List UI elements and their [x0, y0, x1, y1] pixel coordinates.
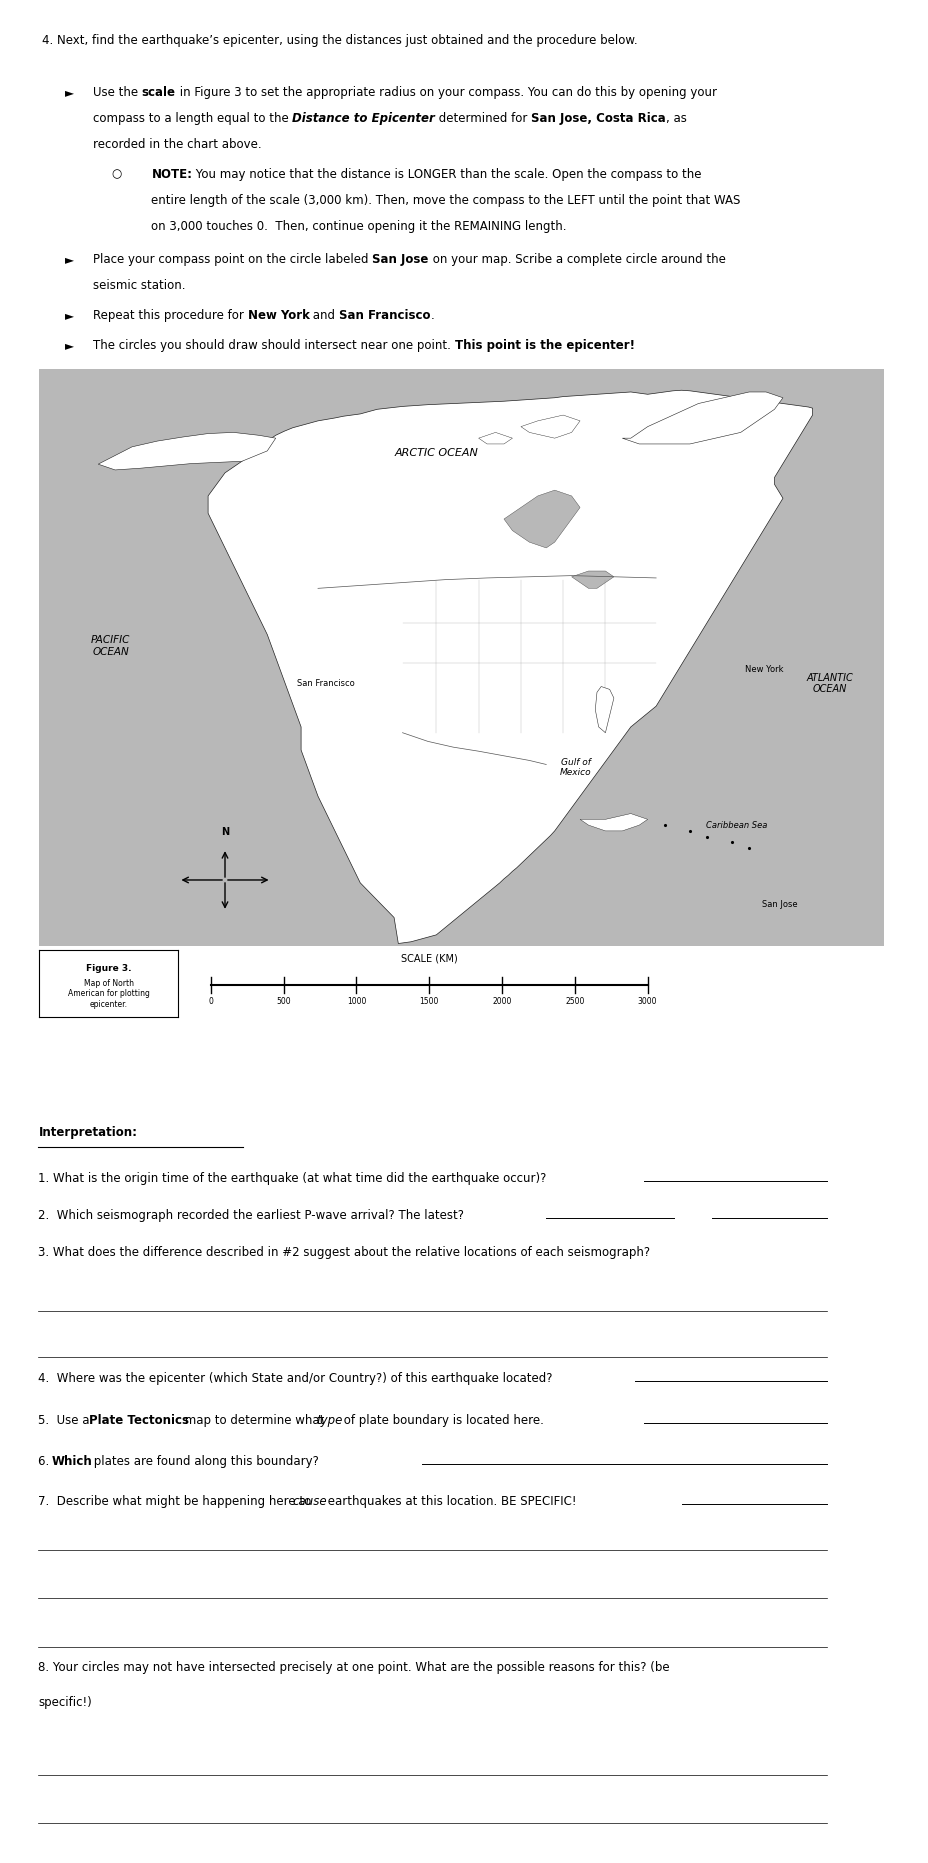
Text: 7.  Describe what might be happening here to: 7. Describe what might be happening here…: [38, 1494, 315, 1507]
Text: determined for: determined for: [434, 112, 531, 125]
Polygon shape: [478, 432, 512, 443]
Text: 1. What is the origin time of the earthquake (at what time did the earthquake oc: 1. What is the origin time of the earthq…: [38, 1172, 547, 1185]
Text: in Figure 3 to set the appropriate radius on your compass. You can do this by op: in Figure 3 to set the appropriate radiu…: [175, 86, 716, 99]
Text: N: N: [221, 827, 229, 836]
Text: 2000: 2000: [492, 997, 511, 1006]
Text: ►: ►: [65, 86, 74, 99]
Polygon shape: [571, 572, 613, 589]
Text: This point is the epicenter!: This point is the epicenter!: [454, 339, 634, 352]
Text: San Jose: San Jose: [761, 900, 796, 909]
Text: ARCTIC OCEAN: ARCTIC OCEAN: [394, 447, 478, 458]
Text: Which: Which: [52, 1455, 93, 1468]
Text: New York: New York: [744, 665, 782, 674]
Text: Caribbean Sea: Caribbean Sea: [705, 820, 767, 829]
Polygon shape: [595, 686, 613, 732]
Text: Place your compass point on the circle labeled: Place your compass point on the circle l…: [93, 253, 372, 266]
Text: on 3,000 touches 0.  Then, continue opening it the REMAINING length.: on 3,000 touches 0. Then, continue openi…: [151, 220, 566, 233]
Text: specific!): specific!): [38, 1697, 92, 1710]
Text: .: .: [431, 309, 434, 322]
Text: 2.  Which seismograph recorded the earliest P-wave arrival? The latest?: 2. Which seismograph recorded the earlie…: [38, 1209, 464, 1222]
Text: Interpretation:: Interpretation:: [38, 1125, 137, 1138]
Text: of plate boundary is located here.: of plate boundary is located here.: [340, 1414, 544, 1427]
Text: Figure 3.: Figure 3.: [86, 965, 131, 972]
Text: San Francisco: San Francisco: [339, 309, 431, 322]
Polygon shape: [208, 389, 812, 943]
Text: Use the: Use the: [93, 86, 142, 99]
Text: plates are found along this boundary?: plates are found along this boundary?: [89, 1455, 318, 1468]
Text: 4. Next, find the earthquake’s epicenter, using the distances just obtained and : 4. Next, find the earthquake’s epicenter…: [42, 34, 637, 47]
Text: scale: scale: [142, 86, 175, 99]
Text: 3000: 3000: [638, 997, 656, 1006]
Text: San Jose, Costa Rica: San Jose, Costa Rica: [531, 112, 665, 125]
Polygon shape: [579, 814, 647, 831]
Polygon shape: [39, 369, 883, 946]
Text: 3. What does the difference described in #2 suggest about the relative locations: 3. What does the difference described in…: [38, 1246, 650, 1259]
Text: ○: ○: [111, 168, 122, 181]
Text: You may notice that the distance is LONGER than the scale. Open the compass to t: You may notice that the distance is LONG…: [192, 168, 702, 181]
Text: 0: 0: [208, 997, 213, 1006]
Text: New York: New York: [247, 309, 309, 322]
Text: 8. Your circles may not have intersected precisely at one point. What are the po: 8. Your circles may not have intersected…: [38, 1662, 669, 1675]
Text: 6.: 6.: [38, 1455, 53, 1468]
Text: Map of North
American for plotting
epicenter.: Map of North American for plotting epice…: [68, 978, 149, 1008]
Text: and: and: [309, 309, 339, 322]
Text: 500: 500: [276, 997, 290, 1006]
Text: 5.  Use a: 5. Use a: [38, 1414, 94, 1427]
Text: NOTE:: NOTE:: [151, 168, 192, 181]
Text: seismic station.: seismic station.: [93, 279, 186, 292]
Polygon shape: [622, 391, 782, 443]
Text: 4.  Where was the epicenter (which State and/or Country?) of this earthquake loc: 4. Where was the epicenter (which State …: [38, 1371, 552, 1384]
Text: Repeat this procedure for: Repeat this procedure for: [93, 309, 247, 322]
Text: , as: , as: [665, 112, 686, 125]
Polygon shape: [521, 415, 579, 438]
Polygon shape: [503, 490, 579, 548]
Text: SCALE (KM): SCALE (KM): [400, 954, 458, 963]
Text: type: type: [316, 1414, 342, 1427]
Text: map to determine what: map to determine what: [181, 1414, 328, 1427]
Text: ►: ►: [65, 339, 74, 352]
Text: entire length of the scale (3,000 km). Then, move the compass to the LEFT until : entire length of the scale (3,000 km). T…: [151, 194, 740, 207]
Text: on your map. Scribe a complete circle around the: on your map. Scribe a complete circle ar…: [428, 253, 725, 266]
Text: ►: ►: [65, 253, 74, 266]
Text: San Francisco: San Francisco: [297, 680, 354, 687]
Text: ►: ►: [65, 309, 74, 322]
Text: ATLANTIC
OCEAN: ATLANTIC OCEAN: [806, 673, 852, 695]
Text: 2500: 2500: [564, 997, 584, 1006]
Text: 1000: 1000: [346, 997, 366, 1006]
Text: Plate Tectonics: Plate Tectonics: [89, 1414, 189, 1427]
Text: Gulf of
Mexico: Gulf of Mexico: [560, 758, 591, 777]
Text: Distance to Epicenter: Distance to Epicenter: [292, 112, 434, 125]
Text: earthquakes at this location. BE SPECIFIC!: earthquakes at this location. BE SPECIFI…: [324, 1494, 576, 1507]
Text: compass to a length equal to the: compass to a length equal to the: [93, 112, 292, 125]
Text: San Jose: San Jose: [372, 253, 428, 266]
Polygon shape: [98, 432, 276, 469]
Text: The circles you should draw should intersect near one point.: The circles you should draw should inter…: [93, 339, 454, 352]
Text: recorded in the chart above.: recorded in the chart above.: [93, 138, 262, 151]
Text: 1500: 1500: [419, 997, 438, 1006]
Text: PACIFIC
OCEAN: PACIFIC OCEAN: [91, 635, 131, 658]
Text: cause: cause: [292, 1494, 327, 1507]
